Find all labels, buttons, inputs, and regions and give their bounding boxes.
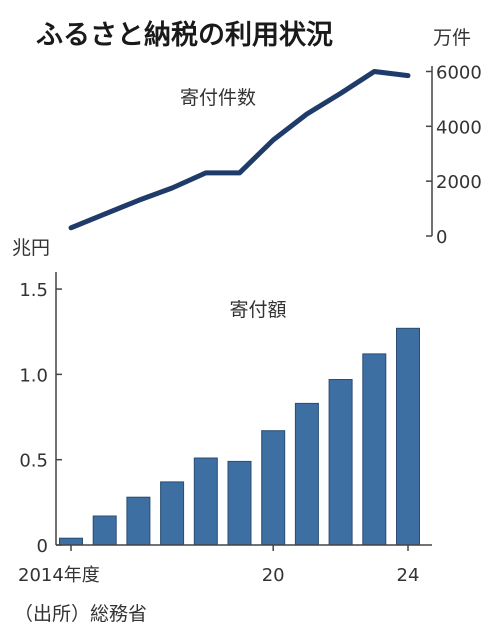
bar — [126, 496, 151, 546]
bar-x-axis: 2014年度 20 24 — [18, 544, 432, 586]
line-series-label: 寄付件数 — [180, 87, 256, 109]
bar — [59, 537, 83, 546]
bar-y-tick-label: 0.5 — [19, 451, 48, 472]
bar — [193, 457, 218, 546]
line-y-tick-label: 4000 — [436, 117, 482, 138]
chart-title: ふるさと納税の利用状況 — [36, 19, 333, 51]
bar — [328, 379, 353, 546]
bar — [261, 430, 286, 546]
bar-x-tick-label: 2014年度 — [18, 565, 100, 586]
bar-unit-label: 兆円 — [12, 237, 50, 259]
bar-y-tick-label: 1.5 — [19, 280, 48, 301]
bar — [227, 460, 252, 546]
bar — [92, 515, 117, 546]
line-unit-label: 万件 — [433, 27, 471, 49]
bar — [362, 353, 387, 546]
source-note: （出所）総務省 — [14, 603, 147, 625]
line-y-tick-label: 6000 — [436, 62, 482, 83]
line-y-axis: 0 2000 4000 6000 — [426, 62, 482, 248]
bar-plot — [59, 327, 420, 546]
line-plot — [68, 69, 411, 231]
bar-y-axis: 0 0.5 1.0 1.5 — [19, 272, 62, 557]
bar-y-tick-label: 1.0 — [19, 365, 48, 386]
bar — [294, 402, 319, 546]
bar-y-tick-label: 0 — [37, 536, 48, 557]
line-y-tick-label: 0 — [436, 227, 447, 248]
bar-series-label: 寄付額 — [229, 299, 286, 321]
line-y-tick-label: 2000 — [436, 172, 482, 193]
bar — [396, 327, 420, 546]
bar-x-tick-label: 24 — [397, 565, 420, 586]
bar — [160, 481, 185, 546]
bar-x-tick-label: 20 — [262, 565, 285, 586]
